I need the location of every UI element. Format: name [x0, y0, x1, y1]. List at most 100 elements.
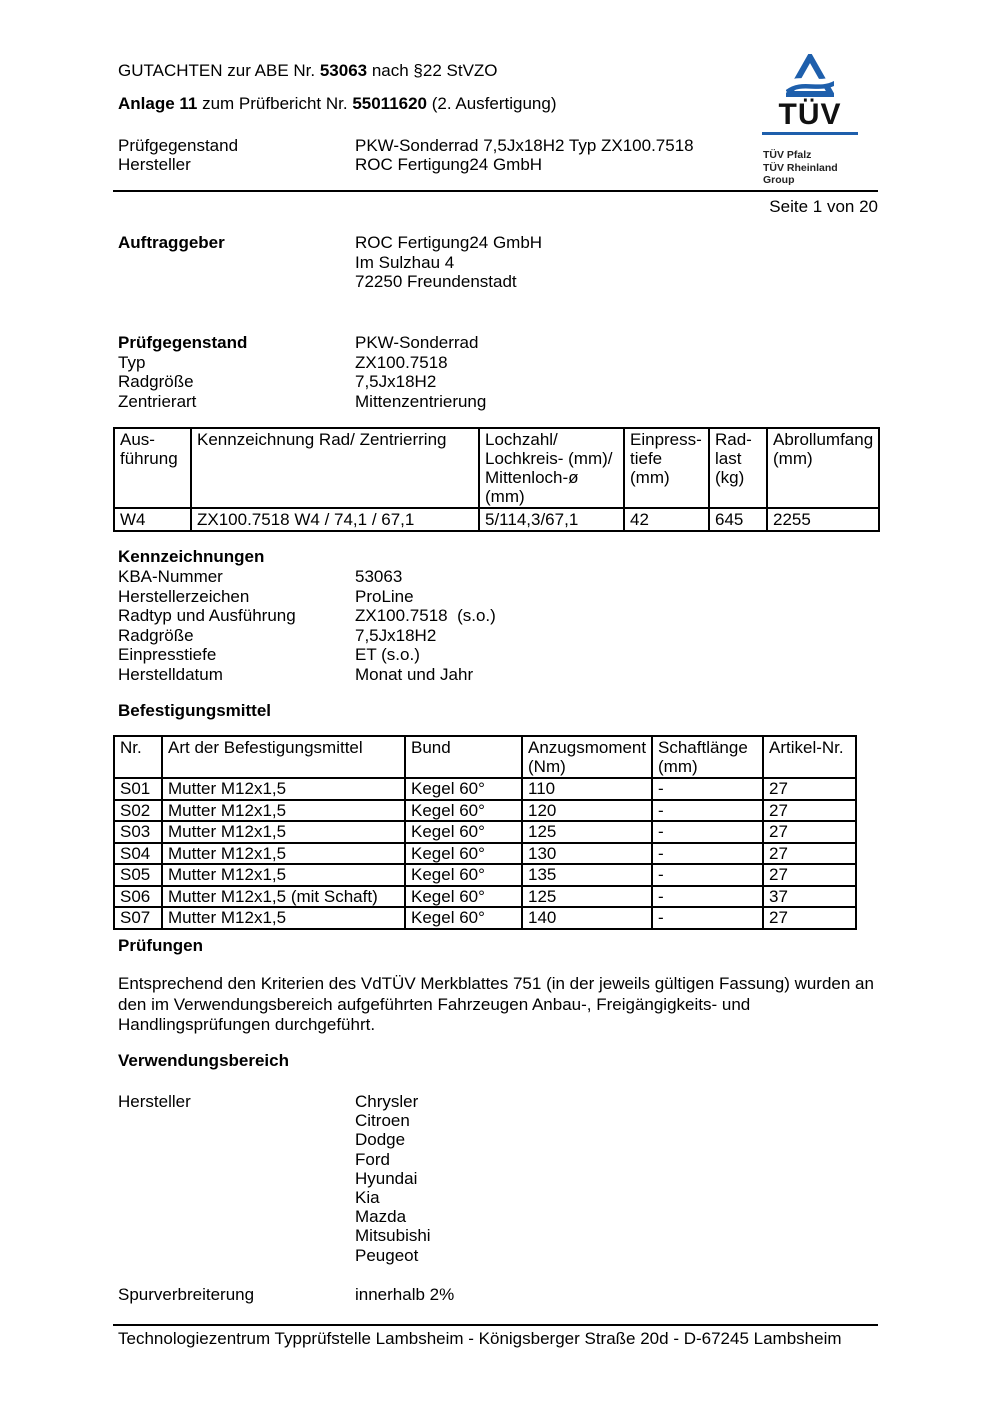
cell-lochzahl: 5/114,3/67,1: [478, 507, 625, 532]
s02-nr: S02: [113, 798, 163, 822]
col-radlast: Rad- last (kg): [708, 427, 768, 509]
col-schaftlaenge: Schaftlänge (mm): [651, 735, 764, 779]
s01-artikel: 27: [762, 777, 857, 801]
s03-schaftlaenge: -: [651, 820, 764, 844]
col-bund: Bund: [404, 735, 523, 779]
s04-artikel: 27: [762, 841, 857, 865]
pruefgegenstand-label: Prüfgegenstand: [118, 333, 248, 352]
radtyp-label: Radtyp und Ausführung: [118, 606, 296, 625]
col-ausfuehrung: Aus- führung: [113, 427, 192, 509]
pruefgegenstand-block: Prüfgegenstand PKW-Sonderrad Typ ZX100.751…: [118, 333, 486, 411]
herstellerzeichen-row: Herstellerzeichen ProLine: [118, 587, 496, 607]
s06-schaftlaenge: -: [651, 884, 764, 908]
tuv-logo-title: TÜV: [778, 98, 842, 131]
header-divider: [113, 190, 878, 192]
col-abrollumfang: Abrollumfang (mm): [766, 427, 880, 509]
radgroesse2-value: 7,5Jx18H2: [355, 625, 437, 645]
anlage-line: Anlage 11 zum Prüfbericht Nr. 55011620 (…: [118, 94, 556, 114]
kba-label: KBA-Nummer: [118, 567, 223, 586]
s04-schaftlaenge: -: [651, 841, 764, 865]
pruefungen-text: Entsprechend den Kriterien des VdTÜV Mer…: [118, 974, 874, 1034]
radgroesse2-row: Radgröße 7,5Jx18H2: [118, 626, 496, 646]
s06-artikel: 37: [762, 884, 857, 908]
header-pruefgegenstand-value: PKW-Sonderrad 7,5Jx18H2 Typ ZX100.7518: [355, 136, 694, 155]
befestigung-row-s01: S01 Mutter M12x1,5 Kegel 60° 110 - 27: [113, 777, 857, 801]
s04-anzugsmoment: 130: [521, 841, 653, 865]
befestigung-row-s03: S03 Mutter M12x1,5 Kegel 60° 125 - 27: [113, 820, 857, 844]
s05-bund: Kegel 60°: [404, 863, 523, 887]
header-hersteller-row: Hersteller ROC Fertigung24 GmbH: [118, 155, 542, 175]
anlage-mid: zum Prüfbericht Nr.: [197, 94, 353, 113]
col-kennzeichnung: Kennzeichnung Rad/ Zentrierring: [190, 427, 480, 509]
s07-anzugsmoment: 140: [521, 906, 653, 930]
herstelldatum-row: Herstelldatum Monat und Jahr: [118, 665, 496, 685]
s02-schaftlaenge: -: [651, 798, 764, 822]
s05-nr: S05: [113, 863, 163, 887]
pruefungen-title: Prüfungen: [118, 936, 203, 955]
zentrierart-label: Zentrierart: [118, 391, 197, 411]
s06-art: Mutter M12x1,5 (mit Schaft): [161, 884, 406, 908]
typ-label: Typ: [118, 352, 146, 372]
einpresstiefe-value: ET (s.o.): [355, 645, 420, 664]
kennzeichnungen-title: Kennzeichnungen: [118, 547, 265, 566]
s07-artikel: 27: [762, 906, 857, 930]
cell-radlast: 645: [708, 507, 768, 532]
s02-bund: Kegel 60°: [404, 798, 523, 822]
befestigung-row-s07: S07 Mutter M12x1,5 Kegel 60° 140 - 27: [113, 906, 857, 930]
tuv-logo-subtitle1: TÜV Pfalz: [763, 149, 812, 161]
radgroesse2-label: Radgröße: [118, 625, 194, 645]
verwendung-hersteller-label: Hersteller: [118, 1092, 191, 1111]
s02-art: Mutter M12x1,5: [161, 798, 406, 822]
s01-schaftlaenge: -: [651, 777, 764, 801]
s07-nr: S07: [113, 906, 163, 930]
herstelldatum-label: Herstelldatum: [118, 664, 223, 684]
cell-abrollumfang: 2255: [766, 507, 880, 532]
pruefbericht-number: 55011620: [352, 94, 428, 113]
cell-ausfuehrung: W4: [113, 507, 192, 532]
befestigung-row-s02: S02 Mutter M12x1,5 Kegel 60° 120 - 27: [113, 798, 857, 822]
s06-nr: S06: [113, 884, 163, 908]
col-artikel: Artikel-Nr.: [762, 735, 857, 779]
s07-art: Mutter M12x1,5: [161, 906, 406, 930]
s01-nr: S01: [113, 777, 163, 801]
kennzeichnungen-block: KBA-Nummer 53063 Herstellerzeichen ProLine…: [118, 567, 496, 684]
spurverbreiterung-label: Spurverbreiterung: [118, 1285, 255, 1304]
s07-bund: Kegel 60°: [404, 906, 523, 930]
gutachten-title-line: GUTACHTEN zur ABE Nr. 53063 nach §22 StV…: [118, 61, 498, 81]
pruefgegenstand-value: PKW-Sonderrad: [355, 333, 479, 352]
s01-anzugsmoment: 110: [521, 777, 653, 801]
tuv-logo-rule: [762, 132, 858, 135]
s04-nr: S04: [113, 841, 163, 865]
herstelldatum-value: Monat und Jahr: [355, 664, 474, 684]
verwendung-hersteller-row: Hersteller Chrysler Citroen Dodge Ford Hy…: [118, 1092, 431, 1265]
befestigung-row-s04: S04 Mutter M12x1,5 Kegel 60° 130 - 27: [113, 841, 857, 865]
s01-bund: Kegel 60°: [404, 777, 523, 801]
spurverbreiterung-row: Spurverbreiterung innerhalb 2%: [118, 1285, 454, 1305]
auftraggeber-label: Auftraggeber: [118, 233, 225, 252]
radgroesse-row: Radgröße 7,5Jx18H2: [118, 372, 486, 392]
page-number: Seite 1 von 20: [769, 197, 878, 216]
col-lochzahl: Lochzahl/ Lochkreis- (mm)/ Mittenloch-ø …: [478, 427, 625, 509]
befestigungsmittel-table: Nr. Art der Befestigungsmittel Bund Anzu…: [113, 735, 857, 930]
tuv-logo-subtitle2: TÜV Rheinland Group: [763, 161, 838, 187]
radgroesse-value: 7,5Jx18H2: [355, 372, 437, 391]
col-anzugsmoment: Anzugsmoment (Nm): [521, 735, 653, 779]
s03-artikel: 27: [762, 820, 857, 844]
befestigungsmittel-title: Befestigungsmittel: [118, 701, 272, 720]
radtyp-row: Radtyp und Ausführung ZX100.7518 (s.o.): [118, 606, 496, 626]
ausfuehrung-table: Aus- führung Kennzeichnung Rad/ Zentrier…: [113, 427, 880, 532]
s03-art: Mutter M12x1,5: [161, 820, 406, 844]
s04-bund: Kegel 60°: [404, 841, 523, 865]
befestigung-row-s05: S05 Mutter M12x1,5 Kegel 60° 135 - 27: [113, 863, 857, 887]
footer-address: Technologiezentrum Typprüfstelle Lambshe…: [118, 1329, 842, 1348]
abe-number: 53063: [319, 61, 368, 80]
tuv-logo: TÜV TÜV Pfalz TÜV Rheinland Group: [762, 54, 858, 187]
s06-anzugsmoment: 125: [521, 884, 653, 908]
s05-artikel: 27: [762, 863, 857, 887]
header-pruefgegenstand-row: Prüfgegenstand PKW-Sonderrad 7,5Jx18H2 Ty…: [118, 136, 694, 156]
verwendung-hersteller-list: Chrysler Citroen Dodge Ford Hyundai Kia …: [355, 1092, 431, 1265]
s03-nr: S03: [113, 820, 163, 844]
auftraggeber-value: ROC Fertigung24 GmbH Im Sulzhau 4 72250 …: [355, 233, 543, 291]
s01-art: Mutter M12x1,5: [161, 777, 406, 801]
header-hersteller-value: ROC Fertigung24 GmbH: [355, 155, 543, 174]
